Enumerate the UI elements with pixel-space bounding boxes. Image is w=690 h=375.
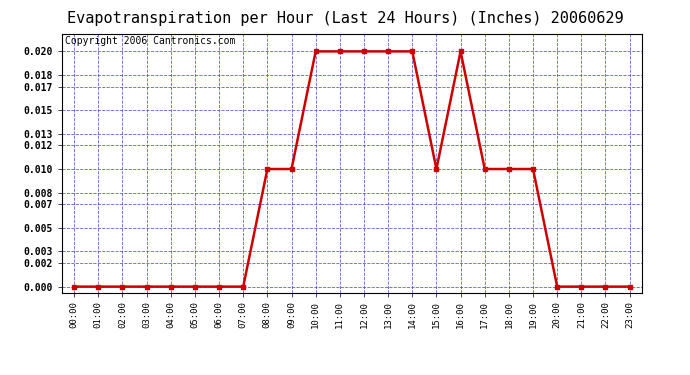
Text: Evapotranspiration per Hour (Last 24 Hours) (Inches) 20060629: Evapotranspiration per Hour (Last 24 Hou… bbox=[67, 11, 623, 26]
Text: Copyright 2006 Cantronics.com: Copyright 2006 Cantronics.com bbox=[65, 36, 235, 46]
